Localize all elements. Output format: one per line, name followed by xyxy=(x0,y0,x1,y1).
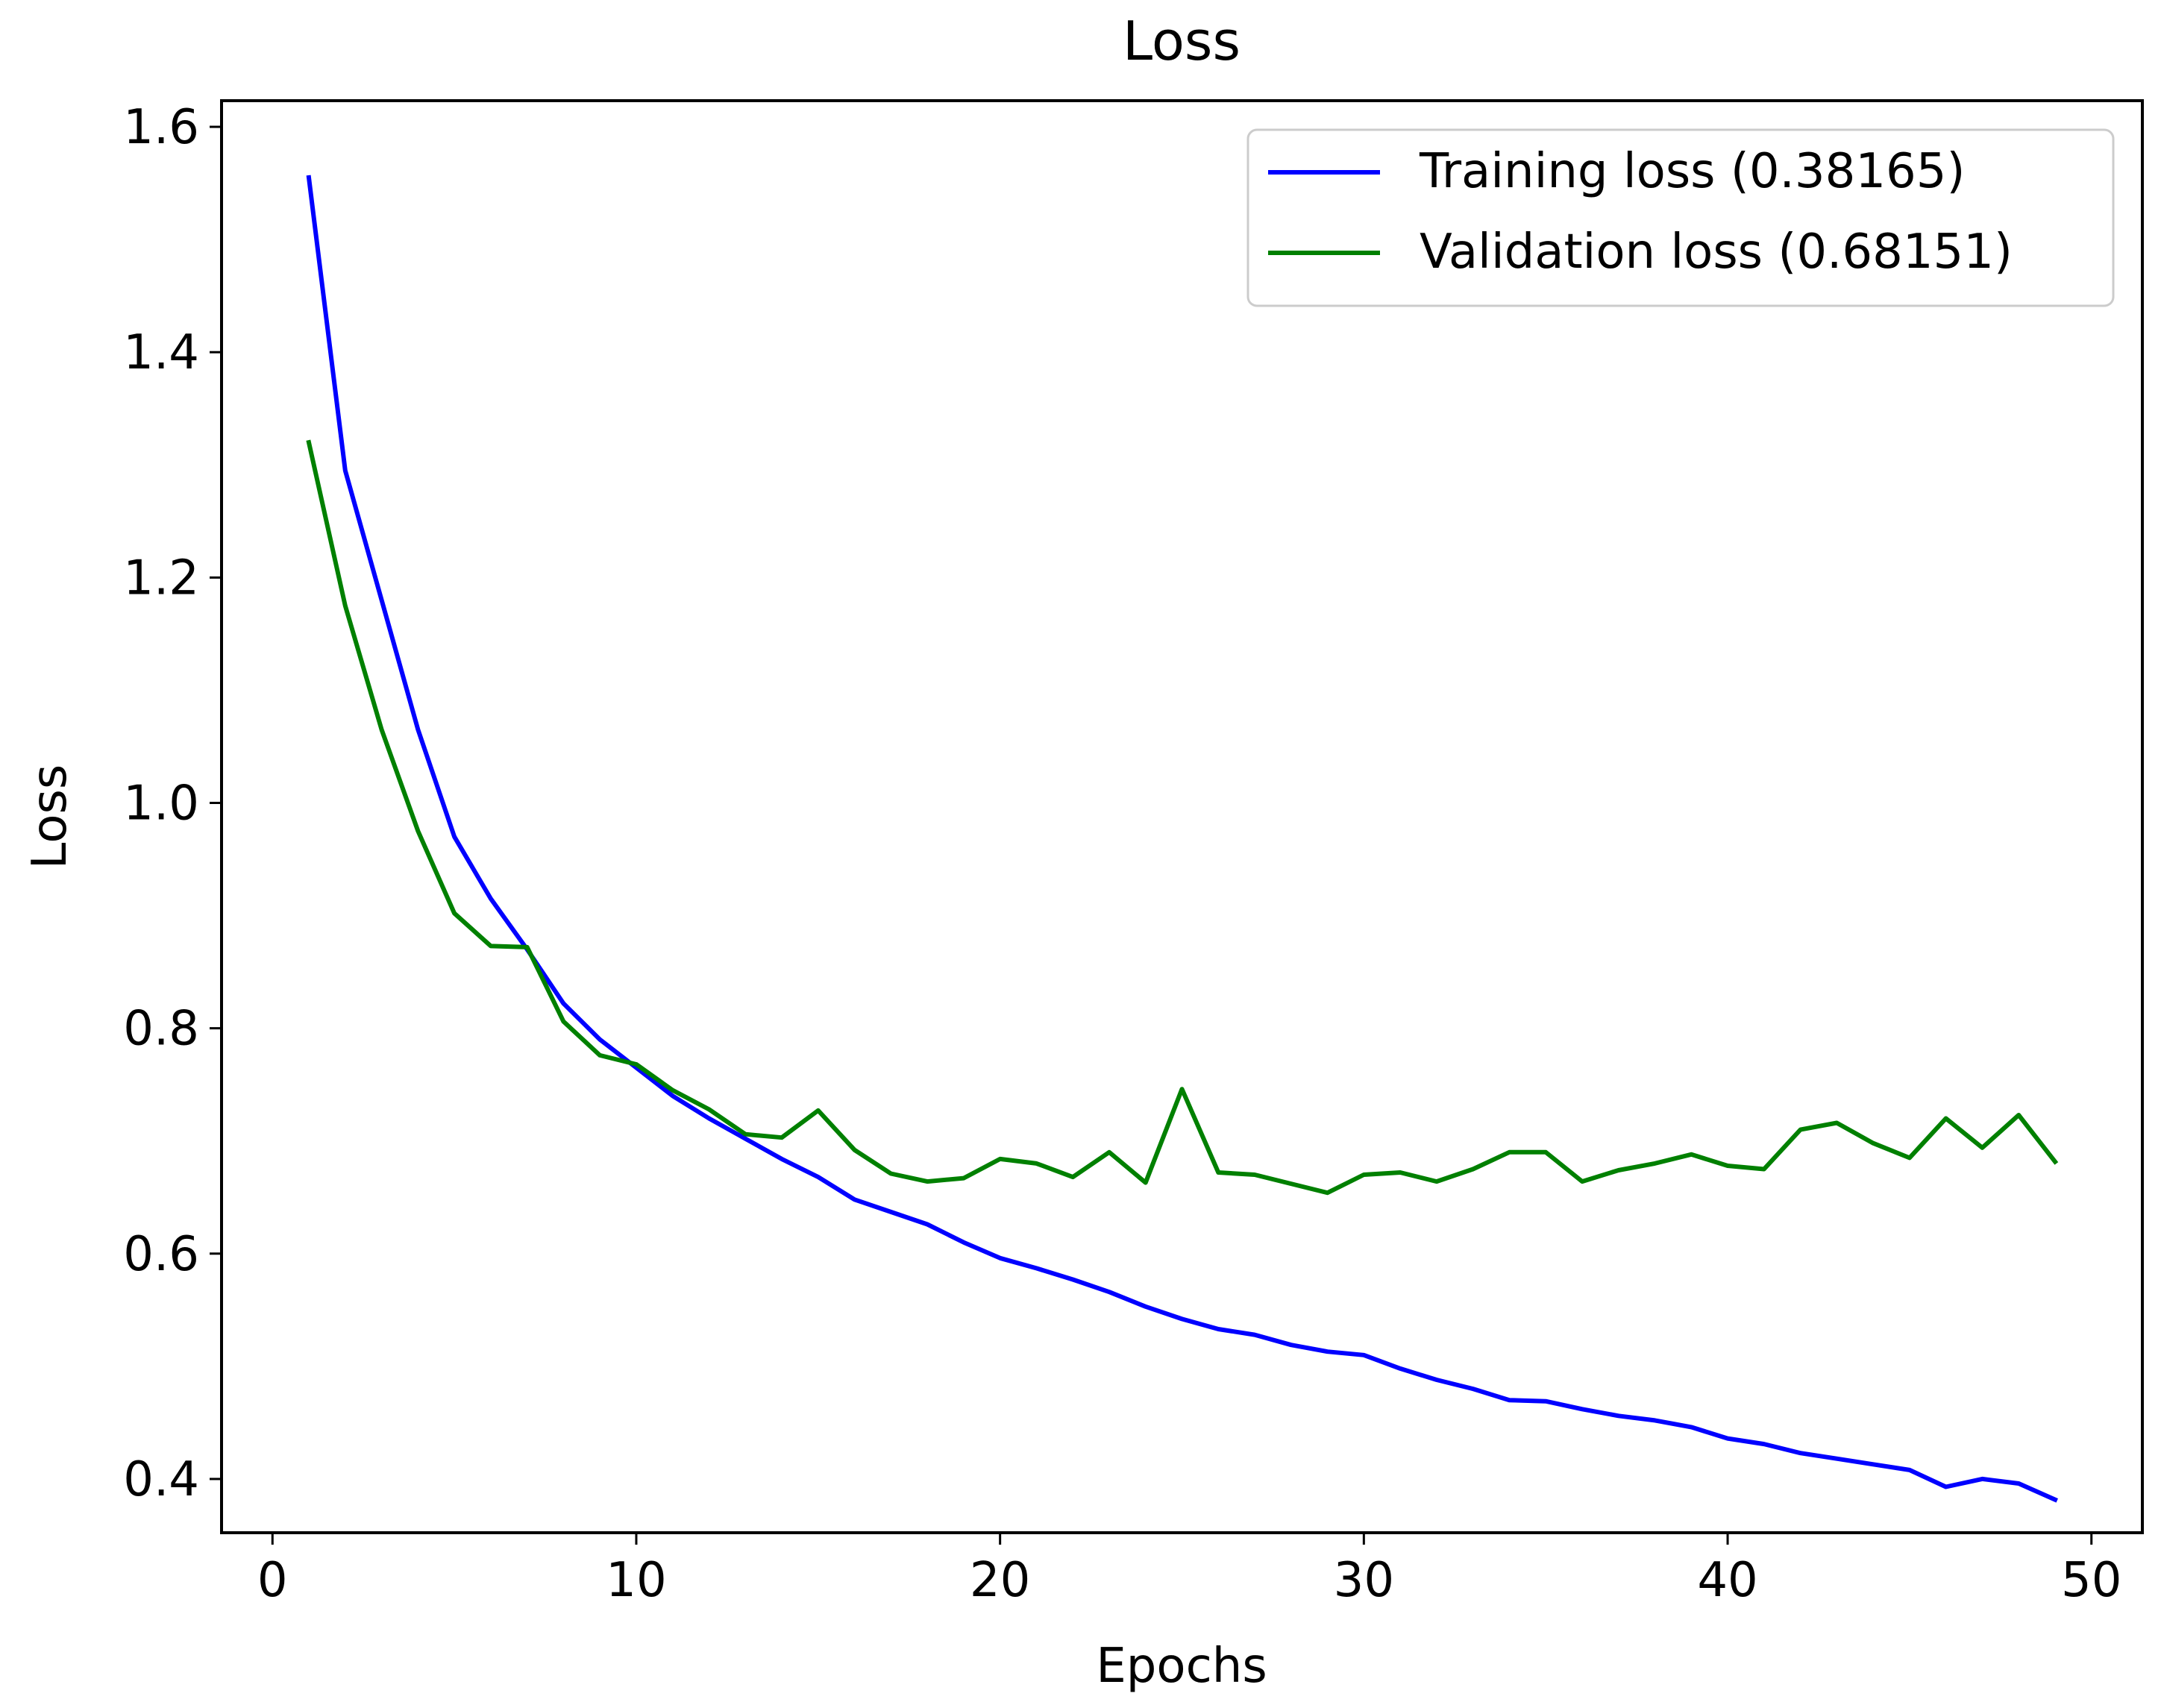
x-tick-label: 0 xyxy=(257,1553,288,1608)
legend-label-training: Training loss (0.38165) xyxy=(1419,144,1965,199)
y-tick-label: 1.6 xyxy=(123,100,199,155)
y-tick-label: 0.6 xyxy=(123,1227,199,1282)
y-tick-label: 1.0 xyxy=(123,776,199,831)
x-axis-ticks: 0 10 20 30 40 50 xyxy=(257,1533,2121,1608)
y-tick-label: 0.8 xyxy=(123,1002,199,1057)
series-line-training xyxy=(306,175,2058,1503)
x-tick-label: 40 xyxy=(1697,1553,1757,1608)
x-tick-label: 20 xyxy=(970,1553,1030,1608)
y-tick-label: 1.4 xyxy=(123,325,199,380)
legend[interactable]: Training loss (0.38165) Validation loss … xyxy=(1246,128,2115,307)
legend-box xyxy=(1246,128,2115,307)
series-layer xyxy=(306,175,2059,1503)
y-tick-label: 1.2 xyxy=(123,550,199,606)
x-tick-label: 30 xyxy=(1334,1553,1394,1608)
x-axis-label: Epochs xyxy=(1096,1639,1267,1694)
x-tick-label: 50 xyxy=(2061,1553,2121,1608)
y-tick-label: 0.4 xyxy=(123,1452,199,1507)
y-axis-label: Loss xyxy=(22,764,78,869)
series-line-validation xyxy=(306,439,2059,1196)
plot-area xyxy=(220,99,2144,1534)
x-tick-label: 10 xyxy=(606,1553,666,1608)
legend-label-validation: Validation loss (0.68151) xyxy=(1420,225,2013,280)
chart-title: Loss xyxy=(1123,10,1241,72)
y-axis-ticks: 0.4 0.6 0.8 1.0 1.2 1.4 1.6 xyxy=(123,100,222,1507)
axes-frame xyxy=(220,99,2144,1534)
